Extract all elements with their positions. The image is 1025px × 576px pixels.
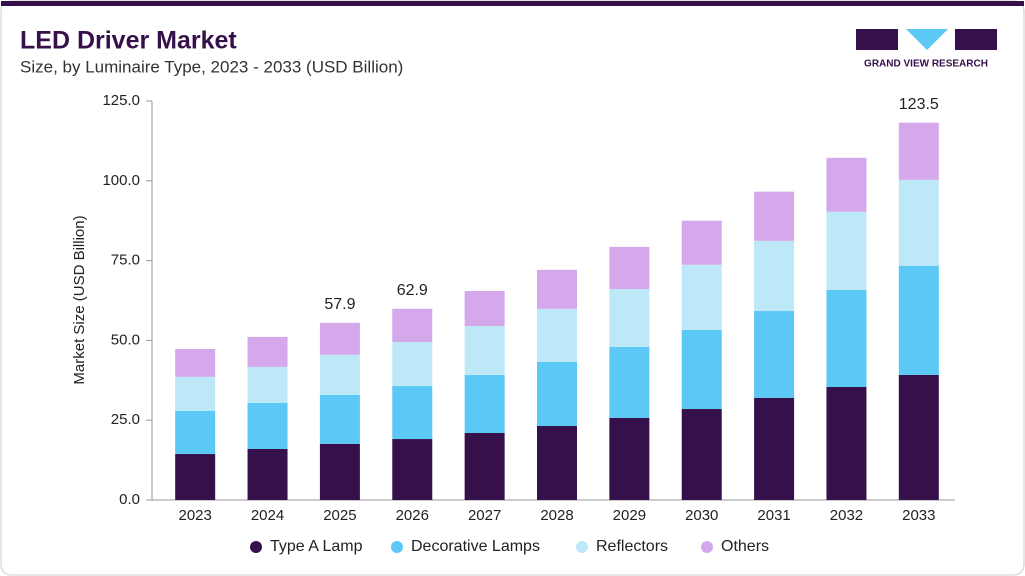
chart-subtitle: Size, by Luminaire Type, 2023 - 2033 (US… [20,57,403,76]
legend-label: Decorative Lamps [411,538,540,555]
bar-segment [464,326,505,375]
logo: GRAND VIEW RESEARCH [856,29,997,70]
bar-segment [392,386,433,440]
bar-segment [392,308,433,342]
legend-marker [701,541,713,553]
bar-segment [754,311,795,398]
x-tick-label: 2029 [613,507,646,524]
bar-segment [319,394,360,444]
bar-segment [681,329,722,410]
bar-segment [247,366,288,403]
bar-segment [464,374,505,433]
total-label: 62.9 [397,282,428,299]
bar-segment [537,308,577,362]
y-axis-label: Market Size (USD Billion) [71,215,88,384]
bar-segment [826,387,867,500]
x-tick-label: 2031 [757,507,790,524]
legend-marker [391,541,403,553]
legend-label: Reflectors [596,538,668,555]
y-tick-label: 125.0 [102,92,140,109]
total-label: 123.5 [899,96,939,113]
bar-segment [175,454,216,500]
bar-segment [681,409,722,500]
bar-segment [464,432,505,500]
bar-segment [537,361,577,426]
x-tick-label: 2032 [830,507,863,524]
logo-block [906,29,948,50]
x-tick-label: 2024 [251,507,284,524]
y-tick-label: 75.0 [111,252,140,269]
bar-segment [247,402,288,449]
y-tick-label: 100.0 [102,172,140,189]
x-tick-label: 2033 [902,507,935,524]
x-tick-label: 2026 [396,507,429,524]
bar-segment [609,346,650,418]
bar-segment [247,336,288,367]
bar-segment [826,211,867,290]
bar-segment [826,289,867,388]
legend-marker [250,541,262,553]
legend-marker [576,541,588,553]
y-tick-label: 25.0 [111,411,140,428]
bar-segment [609,417,650,500]
y-tick-label: 0.0 [119,491,140,508]
bar-segment [609,289,650,347]
logo-block [856,29,898,50]
bar-segment [537,425,577,500]
bar-segment [464,290,505,327]
bar-segment [826,157,867,212]
top-bar [1,1,1024,6]
total-label: 57.9 [324,296,355,313]
bar-segment [392,341,433,387]
bar-segment [319,443,360,500]
bar-segment [609,246,650,290]
bar-segment [175,349,216,377]
bar-segment [319,322,360,355]
bar-segment [754,397,795,500]
legend-label: Type A Lamp [270,538,363,555]
bar-segment [754,191,795,241]
bar-segment [319,354,360,395]
logo-block [955,29,997,50]
x-tick-label: 2030 [685,507,718,524]
chart-title: LED Driver Market [20,27,237,55]
bar-segment [247,448,288,500]
x-tick-label: 2027 [468,507,501,524]
bar-segment [681,220,722,265]
legend-label: Others [721,538,769,555]
brand: GRAND VIEW RESEARCH [864,59,988,70]
bar-segment [392,439,433,500]
bar-segment [898,122,939,180]
x-tick-label: 2028 [540,507,573,524]
bar-segment [898,179,939,266]
bar-segment [175,376,216,411]
x-tick-label: 2023 [178,507,211,524]
bar-segment [537,269,577,309]
y-tick-label: 50.0 [111,331,140,348]
bar-segment [898,374,939,500]
bar-segment [754,240,795,312]
bar-segment [175,410,216,455]
bar-segment [898,265,939,375]
x-tick-label: 2025 [323,507,356,524]
bar-segment [681,264,722,330]
